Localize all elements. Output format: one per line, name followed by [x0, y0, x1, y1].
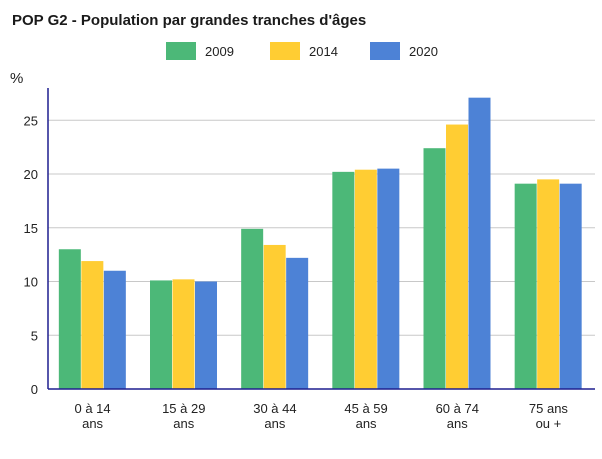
bar — [263, 244, 286, 389]
legend-swatch — [370, 42, 400, 60]
y-axis-ticks: 0 5 10 15 20 25 — [24, 113, 38, 397]
bar — [468, 97, 491, 390]
legend-label: 2020 — [409, 44, 438, 59]
legend-swatch — [166, 42, 196, 60]
bar — [241, 228, 264, 389]
bar — [58, 249, 81, 389]
x-tick-label: 45 à 59 ans — [344, 401, 387, 431]
y-tick-label: 0 — [31, 382, 38, 397]
legend: 2009 2014 2020 — [166, 42, 438, 60]
bar — [559, 183, 582, 389]
y-tick-label: 5 — [31, 328, 38, 343]
bar — [377, 168, 400, 389]
bar — [103, 270, 126, 389]
bar — [423, 148, 446, 389]
x-tick-label: 15 à 29 ans — [162, 401, 205, 431]
x-axis-ticks: 0 à 14 ans 15 à 29 ans 30 à 44 ans 45 à 59 ans 6… — [75, 401, 569, 431]
bar — [446, 124, 468, 390]
x-tick-label: 30 à 44 ans — [253, 401, 296, 431]
y-tick-label: 25 — [24, 113, 38, 128]
x-tick-label: 75 ans ou + — [529, 401, 569, 431]
bars — [58, 97, 582, 390]
bar — [332, 171, 355, 389]
bar — [514, 183, 537, 389]
bar — [172, 279, 195, 389]
bar — [354, 169, 377, 389]
x-tick-label: 0 à 14 ans — [75, 401, 111, 431]
legend-label: 2014 — [309, 44, 338, 59]
bar — [195, 281, 217, 389]
y-tick-label: 10 — [24, 275, 38, 290]
x-tick-label: 60 à 74 ans — [436, 401, 479, 431]
legend-swatch — [270, 42, 300, 60]
y-tick-label: 20 — [24, 167, 38, 182]
y-tick-label: 15 — [24, 221, 38, 236]
gridlines — [48, 119, 595, 336]
bar — [81, 261, 104, 389]
bar — [286, 257, 309, 389]
legend-label: 2009 — [205, 44, 234, 59]
y-axis-unit: % — [10, 70, 23, 87]
bar — [150, 280, 172, 389]
bar — [537, 179, 560, 389]
chart-title: POP G2 - Population par grandes tranches… — [12, 12, 366, 29]
